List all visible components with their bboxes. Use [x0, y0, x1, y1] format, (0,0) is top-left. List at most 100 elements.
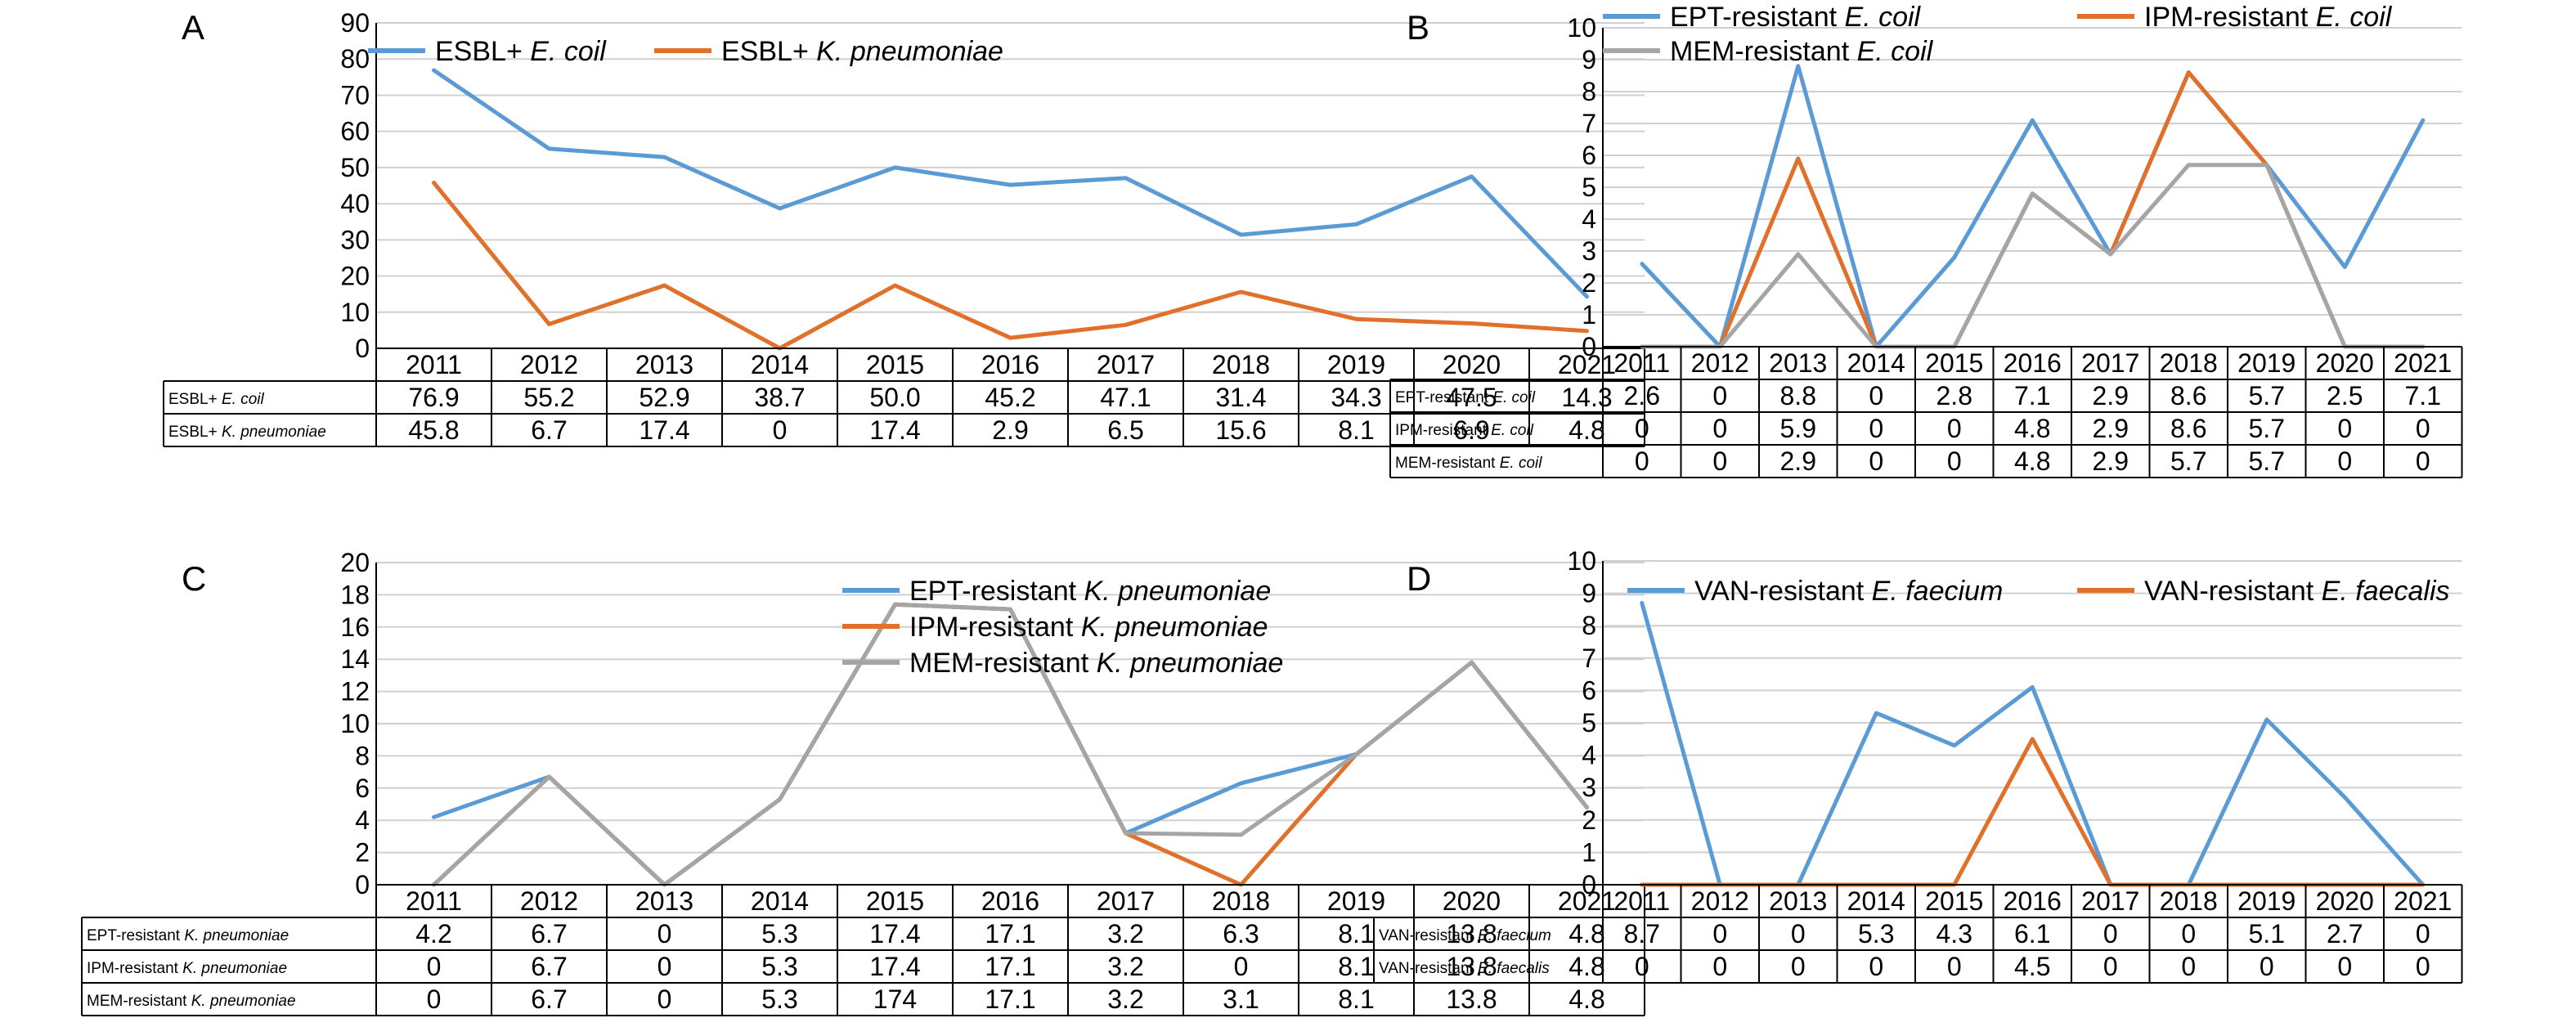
y-tick-label: 10: [340, 298, 370, 327]
panel-letter: D: [1407, 559, 1431, 598]
data-label: 0: [1791, 952, 1806, 981]
y-tick-label: 50: [340, 153, 370, 182]
y-tick-label: 0: [1582, 870, 1596, 899]
y-tick-label: 70: [340, 80, 370, 110]
data-label: 4.2: [415, 919, 451, 949]
data-label: 50.0: [869, 383, 920, 412]
y-tick-label: 10: [1567, 13, 1596, 43]
data-label: 2.9: [1780, 446, 1816, 476]
data-label: 6.3: [1223, 919, 1259, 949]
data-label: 0: [1947, 414, 1962, 443]
data-label: 6.7: [531, 984, 567, 1014]
y-tick-label: 8: [355, 741, 370, 770]
data-label: 4.8: [1568, 415, 1604, 445]
x-tick-label: 2015: [1925, 348, 1983, 378]
data-label: 2.6: [1624, 381, 1660, 410]
data-label: 8.1: [1338, 415, 1374, 445]
data-label: 34.3: [1331, 383, 1381, 412]
data-label: 0: [657, 984, 672, 1014]
x-tick-label: 2013: [635, 886, 693, 916]
data-label: 0: [2181, 919, 2196, 949]
y-tick-label: 2: [1582, 268, 1596, 298]
data-label: 8.1: [1338, 952, 1374, 981]
y-tick-label: 7: [1582, 644, 1596, 673]
legend-label: IPM-resistant E. coil: [2144, 2, 2393, 33]
legend-label: EPT-resistant K. pneumoniae: [909, 576, 1271, 607]
legend-entry: EPT-resistant E. coil: [1603, 2, 1922, 33]
data-label: 0: [1712, 446, 1727, 476]
series-line: [432, 68, 1589, 299]
data-label: 3.2: [1107, 952, 1143, 981]
data-label: 17.1: [985, 952, 1035, 981]
x-tick-label: 2020: [2316, 348, 2374, 378]
x-tick-label: 2018: [1212, 886, 1270, 916]
x-tick-label: 2018: [1212, 350, 1270, 379]
data-label: 0: [2337, 446, 2352, 476]
data-label: 47.1: [1100, 383, 1151, 412]
x-tick-label: 2018: [2160, 886, 2218, 916]
legend-label: VAN-resistant E. faecium: [1694, 576, 2003, 607]
data-label: 6.1: [2014, 919, 2050, 949]
x-tick-label: 2015: [1925, 886, 1983, 916]
y-tick-label: 40: [340, 189, 370, 218]
x-tick-label: 2020: [2316, 886, 2374, 916]
x-tick-label: 2012: [1691, 886, 1749, 916]
y-tick-label: 8: [1582, 77, 1596, 106]
legend-entry: MEM-resistant K. pneumoniae: [842, 648, 1283, 679]
y-tick-label: 0: [355, 334, 370, 363]
data-label: 17.4: [869, 415, 920, 445]
data-label: 0: [1791, 919, 1806, 949]
x-tick-label: 2018: [2160, 348, 2218, 378]
x-tick-label: 2019: [2237, 348, 2296, 378]
data-label: 5.9: [1780, 414, 1816, 443]
data-label: 5.7: [2249, 381, 2285, 410]
x-tick-label: 2015: [866, 886, 924, 916]
data-label: 4.8: [1568, 984, 1604, 1014]
data-label: 0: [773, 415, 788, 445]
legend-entry: MEM-resistant E. coil: [1603, 36, 1934, 67]
data-label: 17.1: [985, 984, 1035, 1014]
data-label: 8.7: [1624, 919, 1660, 949]
x-tick-label: 2013: [635, 350, 693, 379]
data-label: 17.4: [869, 952, 920, 981]
data-label: 17.4: [869, 919, 920, 949]
data-label: 0: [427, 952, 442, 981]
x-tick-label: 2019: [1327, 350, 1385, 379]
data-label: 5.3: [761, 952, 797, 981]
data-label: 8.8: [1780, 381, 1816, 410]
data-label: 3.1: [1223, 984, 1259, 1014]
data-label: 4.8: [1568, 919, 1604, 949]
y-tick-label: 6: [1582, 141, 1596, 170]
x-tick-label: 2015: [866, 350, 924, 379]
y-tick-label: 4: [1582, 741, 1596, 770]
x-tick-label: 2011: [1613, 348, 1670, 378]
data-label: 0: [1869, 446, 1883, 476]
legend-label: IPM-resistant K. pneumoniae: [909, 612, 1268, 643]
x-tick-label: 2012: [520, 350, 578, 379]
data-label: 4.8: [1568, 952, 1604, 981]
x-tick-label: 2016: [2004, 348, 2062, 378]
x-tick-label: 2016: [981, 350, 1039, 379]
x-tick-label: 2013: [1769, 348, 1827, 378]
data-label: 0: [1234, 952, 1249, 981]
data-label: 52.9: [639, 383, 689, 412]
y-tick-label: 9: [1582, 579, 1596, 608]
data-label: 7.1: [2405, 381, 2441, 410]
legend-entry: EPT-resistant K. pneumoniae: [842, 576, 1271, 607]
data-label: 0: [1869, 381, 1883, 410]
data-label: 38.7: [754, 383, 805, 412]
panel-letter: A: [182, 8, 204, 47]
data-label: 2.8: [1936, 381, 1972, 410]
y-tick-label: 2: [355, 838, 370, 868]
table-row-label: VAN-resistant E. faecalis: [1379, 960, 1550, 977]
data-label: 5.1: [2249, 919, 2285, 949]
y-tick-label: 30: [340, 225, 370, 254]
legend-label: ESBL+ E. coil: [435, 36, 607, 67]
y-tick-label: 16: [340, 612, 370, 642]
legend-entry: ESBL+ E. coil: [368, 36, 607, 67]
table-row-label: MEM-resistant E. coil: [1395, 455, 1542, 472]
y-tick-label: 4: [1582, 204, 1596, 234]
data-label: 0: [2103, 952, 2118, 981]
data-label: 2.7: [2327, 919, 2363, 949]
